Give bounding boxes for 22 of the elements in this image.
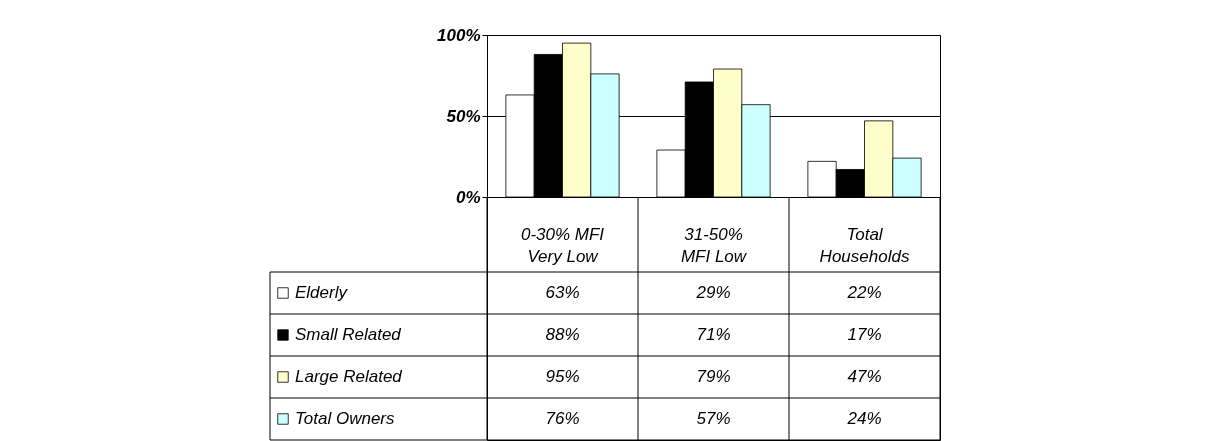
data-label: 17% bbox=[847, 325, 882, 344]
data-label: 79% bbox=[696, 367, 731, 386]
data-label: 47% bbox=[847, 367, 882, 386]
y-tick-label: 100% bbox=[437, 25, 481, 45]
data-label: 71% bbox=[696, 325, 731, 344]
y-tick-label: 0% bbox=[455, 187, 481, 207]
data-label: 24% bbox=[846, 409, 882, 428]
legend-label: Elderly bbox=[295, 283, 349, 302]
data-label: 63% bbox=[545, 283, 580, 302]
data-label: 76% bbox=[545, 409, 580, 428]
data-label: 88% bbox=[545, 325, 580, 344]
x-tick-label: Total Households bbox=[819, 224, 910, 266]
legend-label: Large Related bbox=[295, 367, 403, 386]
legend-label: Total Owners bbox=[295, 409, 396, 428]
x-tick-label: 0-30% MFI Very Low bbox=[520, 224, 605, 266]
x-tick-label: 31-50% MFI Low bbox=[680, 224, 748, 266]
data-label: 22% bbox=[846, 283, 882, 302]
data-label: 95% bbox=[545, 367, 580, 386]
data-label: 29% bbox=[695, 283, 731, 302]
legend-label: Small Related bbox=[295, 325, 402, 344]
y-tick-label: 50% bbox=[446, 106, 481, 126]
data-label: 57% bbox=[696, 409, 731, 428]
